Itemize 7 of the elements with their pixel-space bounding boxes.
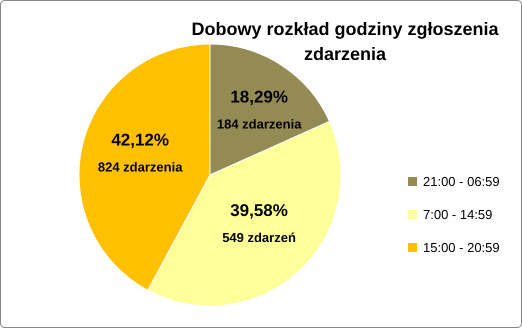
data-label: 39,58% 549 zdarzeń bbox=[222, 200, 296, 245]
chart-title: Dobowy rozkład godziny zgłoszenia zdarzenia bbox=[191, 19, 500, 64]
data-label: 18,29% 184 zdarzenia bbox=[216, 88, 302, 132]
legend-label: 21:00 - 06:59 bbox=[423, 174, 500, 189]
legend-label: 7:00 - 14:59 bbox=[423, 207, 492, 222]
legend-label: 15:00 - 20:59 bbox=[423, 240, 500, 255]
data-label: 42,12% 824 zdarzenia bbox=[98, 130, 184, 174]
